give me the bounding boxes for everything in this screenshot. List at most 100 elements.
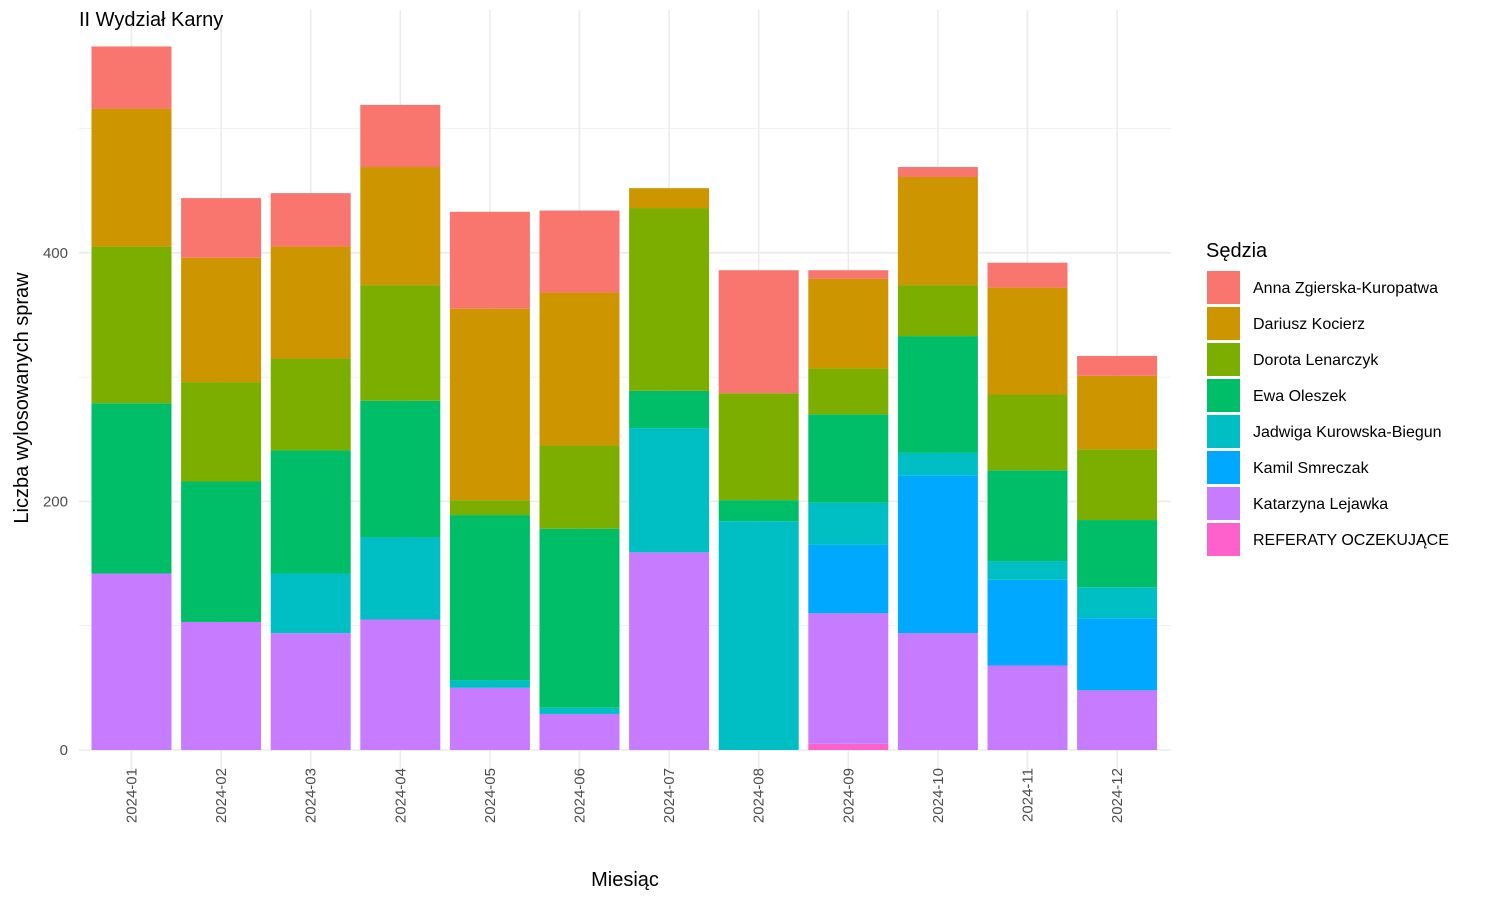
legend-label: Dariusz Kocierz xyxy=(1253,316,1365,333)
bar-segment xyxy=(270,573,351,634)
bar-segment xyxy=(1077,587,1158,619)
bar-segment xyxy=(987,394,1068,471)
x-tick-label: 2024-08 xyxy=(751,768,768,823)
x-tick-label: 2024-02 xyxy=(213,768,230,823)
bar-segment xyxy=(987,665,1068,750)
bar-segment xyxy=(629,428,710,553)
bar-segment xyxy=(718,393,799,501)
legend-key xyxy=(1207,271,1240,304)
bar-segment xyxy=(1077,690,1158,750)
bars xyxy=(91,46,1158,750)
bar-segment xyxy=(449,680,530,688)
bar-segment xyxy=(987,470,1068,562)
x-tick-label: 2024-07 xyxy=(661,768,678,823)
bar-segment xyxy=(360,285,441,401)
legend-key xyxy=(1207,487,1240,520)
legend: Sędzia Anna Zgierska-Kuropatwa Dariusz Ko… xyxy=(1206,240,1449,556)
bar-segment xyxy=(718,270,799,394)
bar-segment xyxy=(270,450,351,574)
bar-segment xyxy=(987,262,1068,288)
bar-segment xyxy=(897,633,978,750)
bar-segment xyxy=(808,544,889,614)
bar-segment xyxy=(270,246,351,359)
bar-segment xyxy=(91,46,172,109)
x-tick-label: 2024-09 xyxy=(840,768,857,823)
y-tick-label: 200 xyxy=(43,493,68,510)
legend-label: REFERATY OCZEKUJĄCE xyxy=(1253,532,1449,549)
y-axis-ticks: 0 200 400 xyxy=(43,245,68,759)
bar-segment xyxy=(897,475,978,634)
legend-key xyxy=(1207,523,1240,556)
bar-segment xyxy=(897,285,978,337)
bar-segment xyxy=(539,528,620,708)
bar-segment xyxy=(718,500,799,522)
bar-segment xyxy=(449,308,530,501)
legend-key xyxy=(1207,451,1240,484)
bar-segment xyxy=(808,613,889,744)
bar-segment xyxy=(1077,375,1158,450)
bar-segment xyxy=(808,414,889,503)
legend-key xyxy=(1207,415,1240,448)
bar-segment xyxy=(270,633,351,750)
x-tick-label: 2024-04 xyxy=(392,768,409,823)
bar-segment xyxy=(808,368,889,415)
bar-segment xyxy=(808,278,889,369)
bar-segment xyxy=(808,270,889,279)
legend-label: Anna Zgierska-Kuropatwa xyxy=(1253,280,1438,297)
bar-segment xyxy=(718,521,799,750)
bar-segment xyxy=(1077,355,1158,376)
legend-label: Katarzyna Lejawka xyxy=(1253,496,1388,513)
legend-key xyxy=(1207,379,1240,412)
bar-segment xyxy=(629,208,710,391)
bar-segment xyxy=(270,358,351,451)
bar-segment xyxy=(987,561,1068,580)
bar-segment xyxy=(1077,618,1158,691)
x-tick-label: 2024-01 xyxy=(124,768,141,823)
legend-label: Ewa Oleszek xyxy=(1253,388,1347,405)
bar-segment xyxy=(539,445,620,529)
bar-segment xyxy=(91,403,172,574)
bar-segment xyxy=(808,502,889,545)
bar-segment xyxy=(897,176,978,286)
legend-label: Jadwiga Kurowska-Biegun xyxy=(1253,424,1442,441)
bar-segment xyxy=(449,500,530,516)
legend-key xyxy=(1207,307,1240,340)
bar-segment xyxy=(181,382,262,482)
x-axis-ticks: 2024-01 2024-02 2024-03 2024-04 2024-05 2024-… xyxy=(124,768,1127,823)
bar-segment xyxy=(91,573,172,750)
bar-segment xyxy=(539,210,620,293)
bar-segment xyxy=(539,713,620,750)
bar-segment xyxy=(987,287,1068,395)
bar-segment xyxy=(987,579,1068,666)
y-tick-label: 400 xyxy=(43,245,68,262)
bar-segment xyxy=(539,292,620,446)
legend-label: Kamil Smreczak xyxy=(1253,460,1370,477)
bar-segment xyxy=(897,452,978,476)
bar-segment xyxy=(91,246,172,404)
x-tick-label: 2024-10 xyxy=(930,768,947,823)
bar-segment xyxy=(539,707,620,714)
legend-title: Sędzia xyxy=(1206,240,1268,262)
legend-key xyxy=(1207,343,1240,376)
bar-segment xyxy=(449,515,530,681)
bar-segment xyxy=(181,257,262,383)
legend-label: Dorota Lenarczyk xyxy=(1253,352,1379,369)
x-tick-label: 2024-11 xyxy=(1020,768,1037,822)
bar-segment xyxy=(270,193,351,247)
bar-segment xyxy=(897,167,978,177)
bar-segment xyxy=(629,390,710,429)
chart-title: II Wydział Karny xyxy=(79,9,223,31)
bar-segment xyxy=(449,211,530,309)
bar-segment xyxy=(360,619,441,750)
x-axis-title: Miesiąc xyxy=(591,869,659,891)
bar-segment xyxy=(449,687,530,750)
bar-segment xyxy=(808,743,889,750)
y-axis-title: Liczba wylosowanych spraw xyxy=(11,272,33,524)
bar-segment xyxy=(1077,449,1158,521)
x-tick-label: 2024-05 xyxy=(482,768,499,823)
bar-segment xyxy=(629,552,710,750)
bar-segment xyxy=(181,481,262,622)
bar-segment xyxy=(181,198,262,258)
bar-segment xyxy=(1077,520,1158,588)
